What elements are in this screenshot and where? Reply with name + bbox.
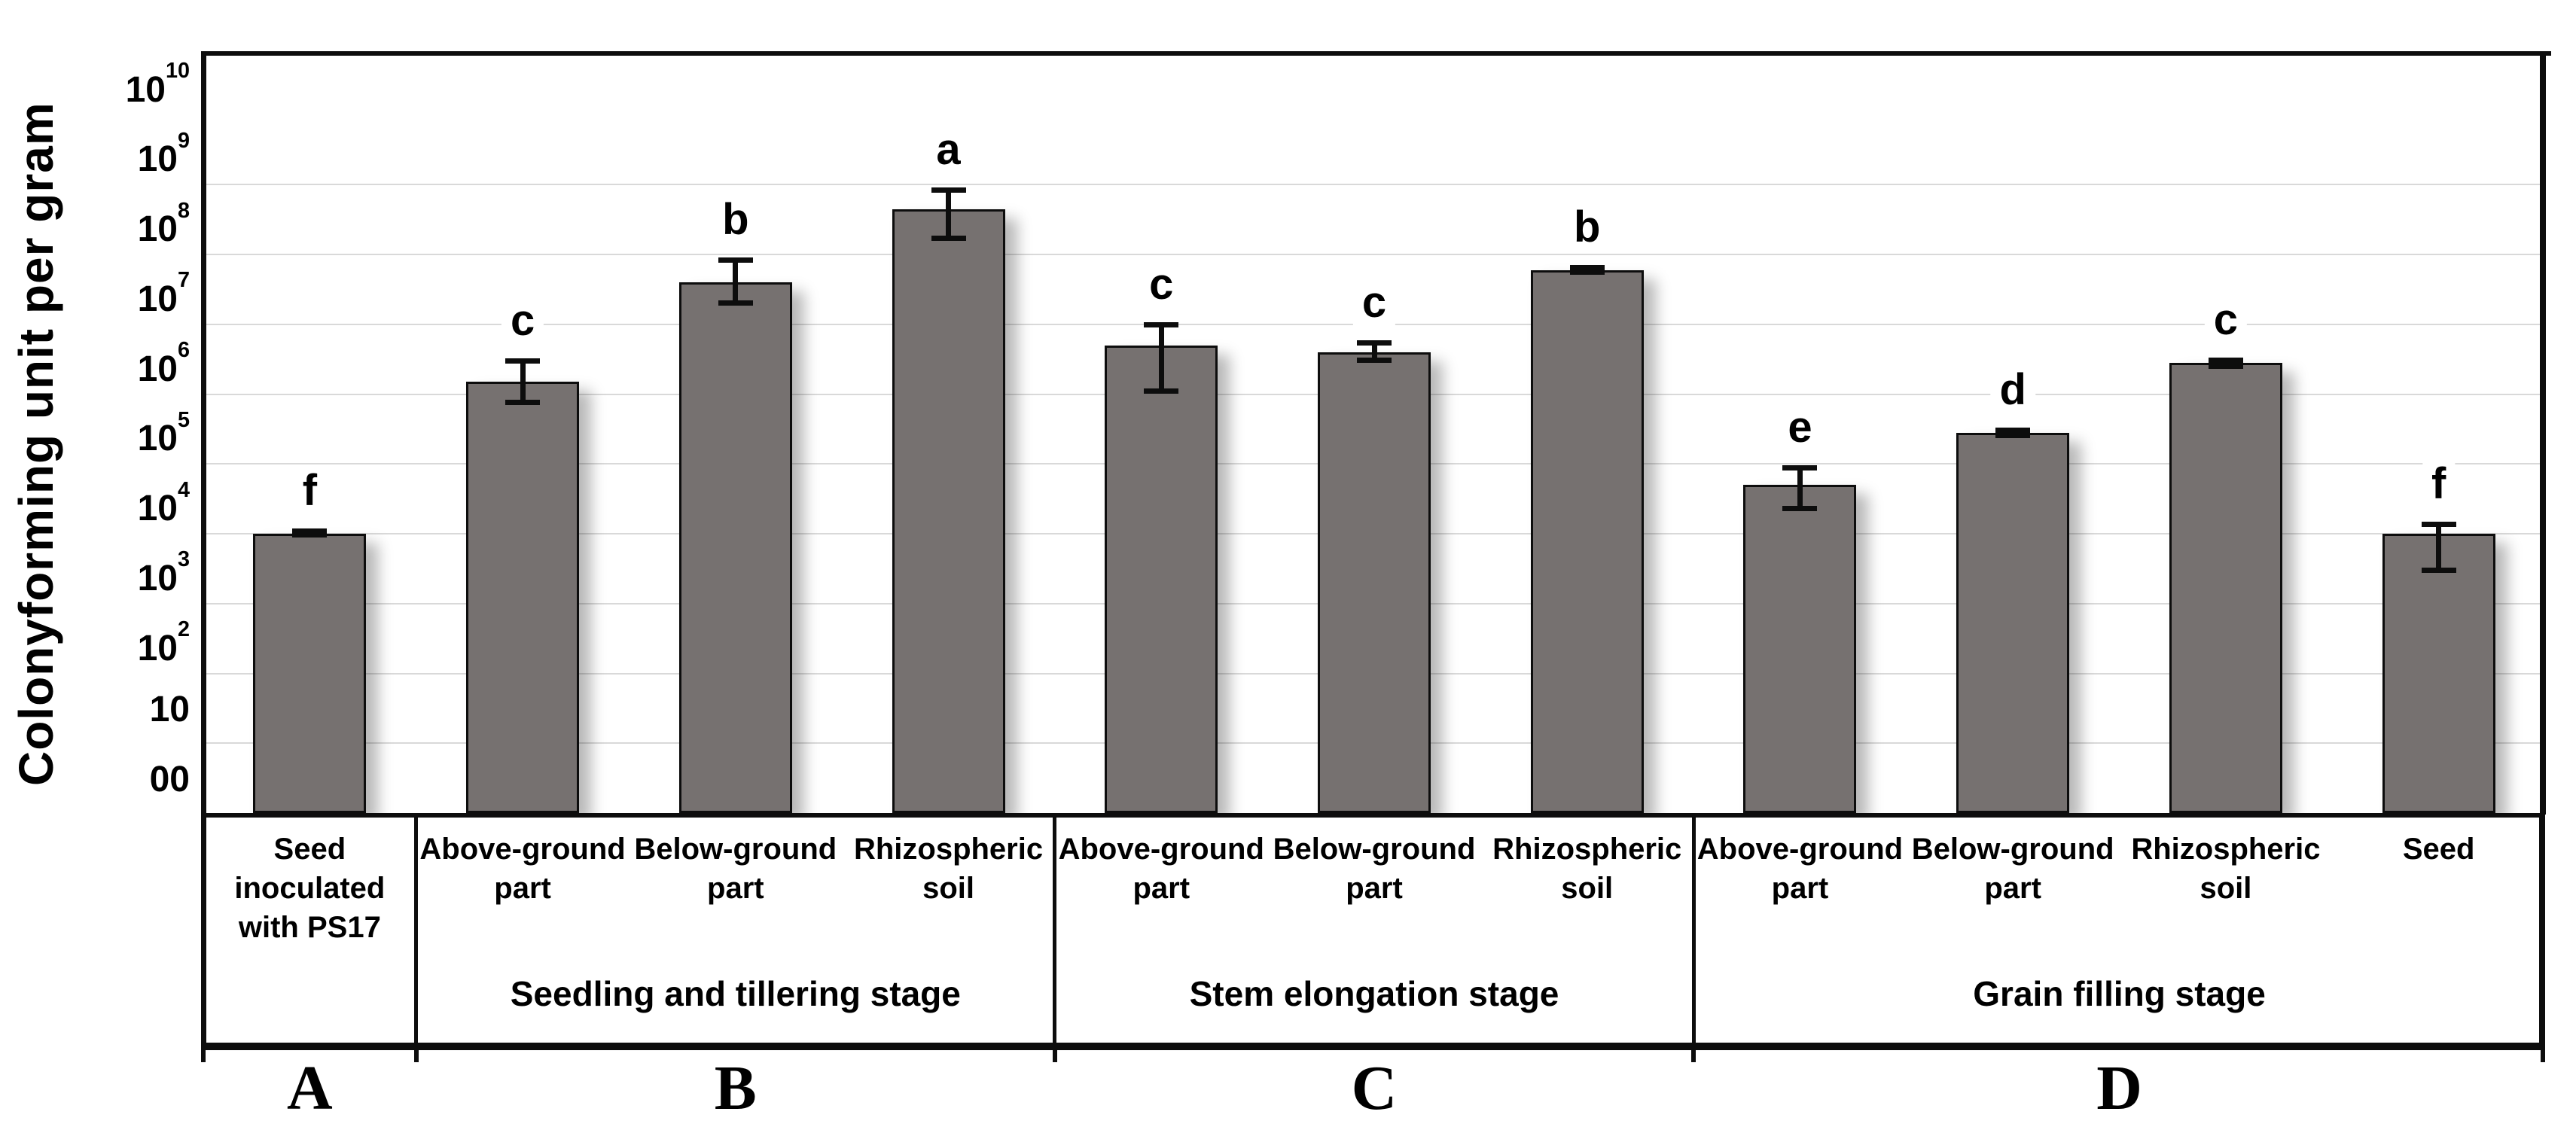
- error-bar-cap-bottom: [718, 300, 753, 306]
- bar: [1956, 432, 2070, 813]
- bar: [1743, 485, 1857, 813]
- category-label: Rhizospheric soil: [1492, 833, 1682, 905]
- y-tick-label: 00: [149, 760, 190, 799]
- panel-letter: C: [1351, 1053, 1398, 1123]
- error-bar-cap-top: [292, 528, 328, 534]
- error-bar-cap-bottom: [931, 235, 966, 241]
- error-bar-cap-top: [1144, 321, 1179, 327]
- error-bar-cap-bottom: [505, 400, 541, 406]
- category-label: Above-ground part: [1058, 833, 1264, 905]
- error-bar-cap-bottom: [1357, 358, 1392, 364]
- error-bar-cap-top: [1782, 464, 1818, 471]
- error-bar: [1158, 324, 1164, 391]
- plot-area: f c b a c c b e d c f: [203, 54, 2545, 813]
- category-label: Below-ground part: [1273, 833, 1476, 905]
- axis-bottom-tick: [2541, 1047, 2545, 1062]
- y-tick-label: 109: [137, 129, 190, 180]
- error-bar: [946, 189, 952, 239]
- axis-bottom-tick: [413, 1047, 419, 1062]
- category-label: Below-ground part: [634, 833, 837, 905]
- gridline: [203, 184, 2545, 186]
- bar: [1318, 352, 1431, 813]
- y-tick-label: 105: [137, 407, 190, 459]
- axis-bottom-tick: [201, 1047, 206, 1062]
- significance-letter: c: [1352, 279, 1396, 326]
- error-bar: [2436, 523, 2442, 571]
- group-divider: [414, 813, 419, 1050]
- panel-letter: B: [714, 1053, 757, 1123]
- significance-letter: c: [2204, 297, 2248, 344]
- stage-label: Seedling and tillering stage: [510, 974, 961, 1013]
- error-bar-cap-top: [1357, 340, 1392, 346]
- significance-letter: b: [713, 196, 758, 243]
- stage-label: Grain filling stage: [1973, 974, 2266, 1013]
- panel-letter: A: [287, 1053, 333, 1123]
- error-bar-cap-bottom: [1569, 270, 1605, 276]
- significance-letter: b: [1565, 204, 1610, 251]
- group-divider: [1053, 813, 1057, 1050]
- category-label: Rhizospheric soil: [853, 833, 1044, 905]
- category-label: Above-ground part: [1697, 833, 1904, 905]
- significance-letter: c: [1140, 260, 1183, 308]
- y-tick-label: 108: [137, 198, 190, 250]
- significance-letter: f: [293, 467, 327, 515]
- category-label: Seed: [2402, 833, 2475, 866]
- error-bar: [520, 361, 526, 404]
- error-bar-cap-top: [1569, 265, 1605, 271]
- category-label: Rhizospheric soil: [2131, 833, 2321, 905]
- y-tick-label: 103: [137, 547, 190, 598]
- plot-frame-left: [201, 51, 206, 815]
- category-label: Above-ground part: [419, 833, 626, 905]
- bar: [1530, 270, 1644, 813]
- gridline: [203, 254, 2545, 256]
- error-bar: [2223, 360, 2229, 367]
- error-bar-cap-bottom: [1144, 388, 1179, 394]
- error-bar: [733, 259, 739, 303]
- error-bar-cap-bottom: [292, 532, 328, 538]
- panel-letter: D: [2096, 1053, 2142, 1123]
- y-tick-label: 107: [137, 268, 190, 319]
- error-bar-cap-bottom: [2421, 567, 2456, 573]
- category-label-row: [201, 813, 2545, 1050]
- significance-letter: f: [2422, 460, 2456, 507]
- bar: [892, 209, 1005, 813]
- error-bar-cap-top: [505, 358, 541, 364]
- y-tick-label: 10: [149, 690, 190, 730]
- category-label: Below-ground part: [1911, 833, 2114, 905]
- significance-letter: a: [927, 126, 970, 173]
- stage-label: Stem elongation stage: [1189, 974, 1559, 1013]
- plot-frame-top: [201, 51, 2551, 56]
- axis-bottom-tick: [1052, 1047, 1057, 1062]
- bar: [2382, 534, 2495, 813]
- category-label: Seed inoculated with PS17: [234, 833, 386, 944]
- axis-bottom-tick: [1691, 1047, 1697, 1062]
- y-tick-label: 1010: [125, 59, 190, 110]
- bar: [1105, 345, 1218, 813]
- error-bar-cap-top: [1995, 427, 2031, 433]
- error-bar-cap-bottom: [1995, 433, 2031, 439]
- error-bar-cap-bottom: [1782, 505, 1818, 511]
- y-tick-label: 104: [137, 477, 190, 529]
- error-bar: [2010, 429, 2016, 437]
- plot-frame-right: [2540, 51, 2546, 815]
- error-bar: [1797, 467, 1803, 509]
- bar: [466, 382, 580, 813]
- error-bar-cap-top: [2421, 521, 2456, 527]
- y-tick-label: 102: [137, 617, 190, 668]
- error-bar-cap-top: [718, 257, 753, 263]
- error-bar: [1371, 342, 1377, 361]
- error-bar-cap-top: [2208, 358, 2243, 364]
- bar: [253, 534, 367, 813]
- significance-letter: c: [501, 297, 544, 345]
- error-bar-cap-bottom: [2208, 363, 2243, 369]
- significance-letter: e: [1779, 404, 1821, 451]
- bar: [2169, 363, 2282, 813]
- bar: [678, 282, 792, 813]
- error-bar-cap-top: [931, 187, 966, 193]
- group-divider: [1691, 813, 1696, 1050]
- y-tick-label: 106: [137, 338, 190, 389]
- significance-letter: d: [1990, 366, 2035, 413]
